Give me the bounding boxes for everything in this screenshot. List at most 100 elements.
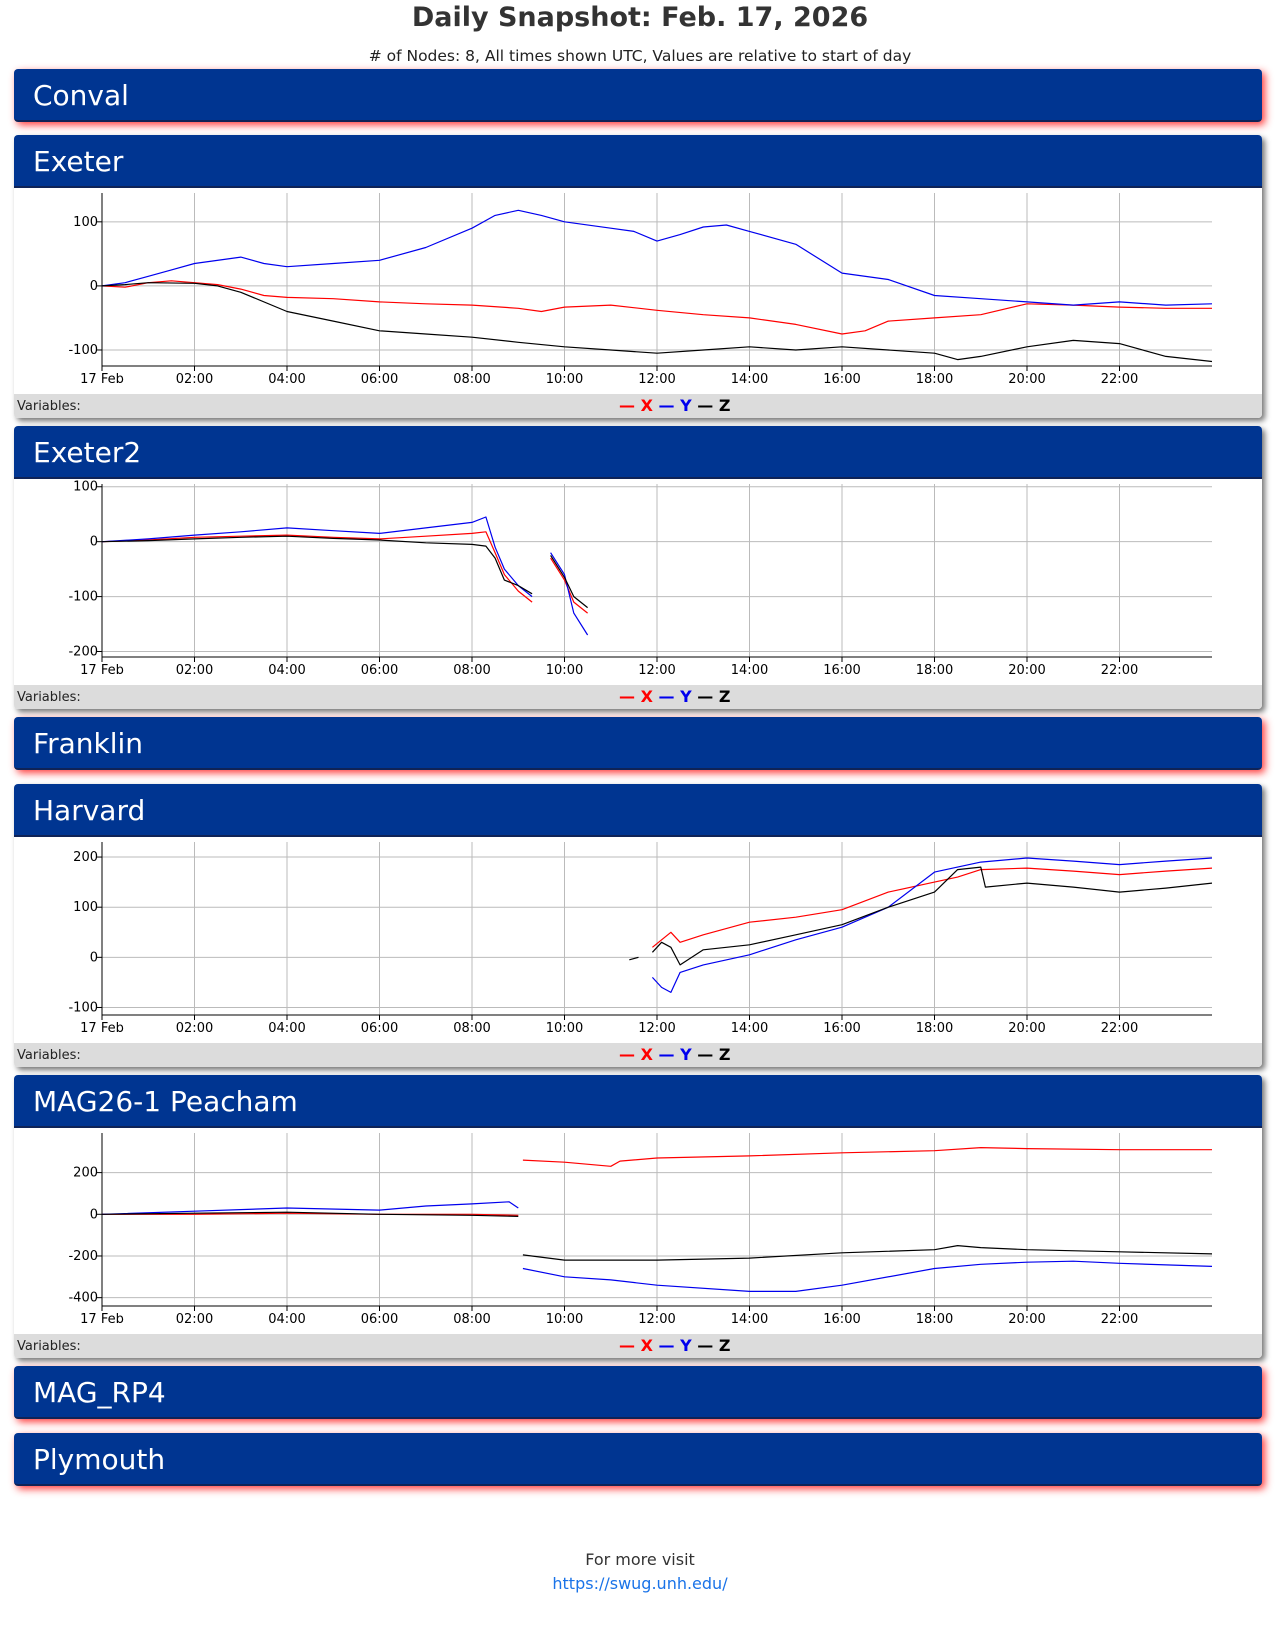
x-tick-label: 12:00 — [638, 663, 675, 678]
series-line-z — [102, 535, 533, 595]
legend-z[interactable]: Z — [718, 1045, 731, 1064]
footer-link[interactable]: https://swug.unh.edu/ — [552, 1574, 728, 1593]
node-card-exeter2: Exeter2 17 Feb 02:00 04:00 06:00 08:00 10:00 1… — [14, 426, 1262, 709]
y-tick-label: -100 — [68, 1000, 98, 1015]
legend: — X — Y — Z — [619, 687, 730, 706]
node-card-franklin: Franklin — [14, 717, 1262, 770]
node-card-exeter: Exeter 17 Feb 02:00 04:00 06:00 08:00 10:00 12… — [14, 135, 1262, 418]
x-tick-label: 12:00 — [638, 1021, 675, 1036]
legend-y[interactable]: Y — [680, 1045, 692, 1064]
x-tick-label: 17 Feb — [80, 663, 124, 678]
variables-bar: Variables: — X — Y — Z — [14, 685, 1262, 709]
variables-label: Variables: — [17, 1339, 81, 1354]
page-subtitle: # of Nodes: 8, All times shown UTC, Valu… — [368, 47, 912, 65]
series-y — [102, 516, 589, 636]
variables-bar: Variables: — X — Y — Z — [14, 1043, 1262, 1067]
node-header-mag-rp4[interactable]: MAG_RP4 — [14, 1366, 1262, 1419]
series-line-x — [102, 280, 1212, 335]
x-tick-label: 08:00 — [453, 1021, 490, 1036]
x-tick-label: 22:00 — [1101, 663, 1138, 678]
legend-z-dash: — — [697, 687, 714, 706]
y-tick-label: -200 — [68, 1249, 98, 1264]
node-header-harvard[interactable]: Harvard — [14, 784, 1262, 837]
series-z — [102, 1211, 1212, 1261]
legend-z[interactable]: Z — [718, 1336, 731, 1355]
x-tick-label: 14:00 — [731, 663, 768, 678]
legend-x[interactable]: X — [640, 687, 653, 706]
x-tick-label: 14:00 — [731, 372, 768, 387]
series-line-z — [522, 1244, 1212, 1261]
legend-z[interactable]: Z — [718, 396, 731, 415]
x-tick-label: 06:00 — [361, 1312, 398, 1327]
x-tick-label: 16:00 — [823, 372, 860, 387]
x-tick-label: 20:00 — [1008, 1021, 1045, 1036]
x-tick-label: 02:00 — [176, 1021, 213, 1036]
grid: 17 Feb 02:00 04:00 06:00 08:00 10:00 12:00 14:0… — [68, 1133, 1212, 1327]
series-line-z — [629, 956, 639, 961]
node-card-plymouth: Plymouth — [14, 1433, 1262, 1486]
legend-z-dash: — — [697, 1336, 714, 1355]
x-tick-label: 06:00 — [361, 663, 398, 678]
x-tick-label: 16:00 — [823, 1021, 860, 1036]
series-line-y — [550, 552, 589, 636]
x-tick-label: 08:00 — [453, 372, 490, 387]
variables-label: Variables: — [17, 690, 81, 705]
footer-text: For more visit — [585, 1550, 695, 1569]
x-tick-label: 18:00 — [916, 1312, 953, 1327]
y-tick-label: 0 — [90, 279, 98, 294]
series-line-x — [522, 1147, 1212, 1167]
x-tick-label: 18:00 — [916, 1021, 953, 1036]
x-tick-label: 10:00 — [546, 663, 583, 678]
series-line-z — [651, 866, 1212, 966]
legend: — X — Y — Z — [619, 396, 730, 415]
x-tick-label: 17 Feb — [80, 1312, 124, 1327]
node-header-exeter[interactable]: Exeter — [14, 135, 1262, 188]
series-line-x — [652, 867, 1212, 948]
legend-x[interactable]: X — [640, 396, 653, 415]
node-header-peacham[interactable]: MAG26-1 Peacham — [14, 1075, 1262, 1128]
node-card-mag-rp4: MAG_RP4 — [14, 1366, 1262, 1419]
series-x — [102, 280, 1212, 335]
y-tick-label: 100 — [73, 900, 98, 915]
node-card-peacham: MAG26-1 Peacham 17 Feb 02:00 04:00 06:00 08:… — [14, 1075, 1262, 1358]
legend-x-dash: — — [619, 1045, 635, 1064]
chart-harvard: 17 Feb 02:00 04:00 06:00 08:00 10:00 12:00 14:0… — [68, 842, 1212, 1036]
node-header-conval[interactable]: Conval — [14, 69, 1262, 122]
legend: — X — Y — Z — [619, 1045, 730, 1064]
series-y — [102, 209, 1212, 306]
x-tick-label: 06:00 — [361, 1021, 398, 1036]
node-header-exeter2[interactable]: Exeter2 — [14, 426, 1262, 479]
legend-z[interactable]: Z — [718, 687, 731, 706]
legend-y[interactable]: Y — [680, 1336, 692, 1355]
x-tick-label: 16:00 — [823, 663, 860, 678]
legend-z-dash: — — [697, 1045, 714, 1064]
legend-y-dash: — — [658, 396, 675, 415]
legend-x-dash: — — [619, 1336, 635, 1355]
series-y — [102, 1201, 1212, 1292]
series-line-y — [102, 209, 1212, 306]
legend-y-dash: — — [658, 1045, 675, 1064]
variables-bar: Variables: — X — Y — Z — [14, 394, 1262, 418]
node-card-harvard: Harvard 17 Feb 02:00 04:00 06:00 08:00 10:00 1… — [14, 784, 1262, 1067]
chart-area-exeter2: 17 Feb 02:00 04:00 06:00 08:00 10:00 12:00 14:0… — [14, 479, 1262, 685]
legend-x[interactable]: X — [640, 1045, 653, 1064]
x-tick-label: 14:00 — [731, 1312, 768, 1327]
x-tick-label: 02:00 — [176, 372, 213, 387]
x-tick-label: 08:00 — [453, 663, 490, 678]
x-tick-label: 20:00 — [1008, 372, 1045, 387]
node-header-plymouth[interactable]: Plymouth — [14, 1433, 1262, 1486]
x-tick-label: 04:00 — [268, 372, 305, 387]
x-tick-label: 10:00 — [546, 1312, 583, 1327]
y-tick-label: -100 — [68, 590, 98, 605]
legend-y[interactable]: Y — [680, 687, 692, 706]
y-tick-label: 200 — [73, 1166, 98, 1181]
legend-y[interactable]: Y — [680, 396, 692, 415]
x-tick-label: 10:00 — [546, 1021, 583, 1036]
legend-x[interactable]: X — [640, 1336, 653, 1355]
variables-label: Variables: — [17, 399, 81, 414]
y-tick-label: 0 — [90, 1207, 98, 1222]
chart-peacham: 17 Feb 02:00 04:00 06:00 08:00 10:00 12:00 14:0… — [68, 1133, 1212, 1327]
x-tick-label: 14:00 — [731, 1021, 768, 1036]
series-line-y — [102, 516, 533, 598]
node-header-franklin[interactable]: Franklin — [14, 717, 1262, 770]
